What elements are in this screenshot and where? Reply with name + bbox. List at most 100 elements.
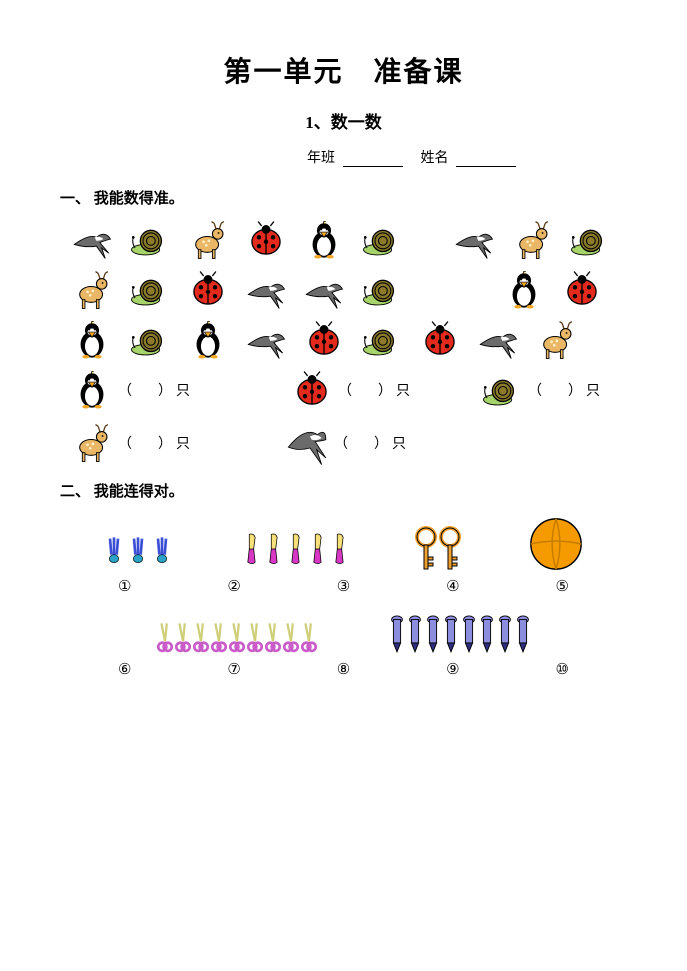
circled-number: ① (118, 577, 131, 596)
circled-number: ③ (337, 577, 350, 596)
paren: ） (158, 433, 172, 453)
pen-icon (406, 610, 424, 656)
ladybug-icon (302, 318, 346, 362)
snail-icon (128, 318, 172, 362)
scissors-icon (282, 616, 300, 656)
penguin-icon (70, 368, 114, 412)
snail-icon (360, 268, 404, 312)
ladybug-icon (244, 218, 288, 262)
ladybug-icon (290, 368, 334, 412)
swallow-icon (302, 268, 346, 312)
swallow-icon (452, 218, 496, 262)
match-row-1 (60, 515, 627, 573)
shuttlecock-group (102, 527, 174, 573)
ball-group (527, 515, 585, 573)
circled-number: ⑦ (227, 660, 240, 679)
penguin-icon (302, 218, 346, 262)
scissors-icon (246, 616, 264, 656)
circled-number: ④ (446, 577, 459, 596)
key-icon (414, 523, 438, 573)
class-blank[interactable] (343, 166, 403, 167)
match-row-2 (60, 610, 627, 656)
pen-icon (424, 610, 442, 656)
penguin-icon (186, 318, 230, 362)
swallow-icon (244, 318, 288, 362)
name-blank[interactable] (456, 166, 516, 167)
scissors-icon (156, 616, 174, 656)
pen-icon (496, 610, 514, 656)
deer-icon (534, 318, 578, 362)
snail-icon (360, 318, 404, 362)
paren: （ (118, 433, 132, 453)
brush-icon (283, 525, 305, 573)
swallow-icon (70, 218, 114, 262)
paren: ） (568, 380, 582, 400)
unit: 只 (586, 380, 600, 400)
deer-icon (70, 268, 114, 312)
brush-icon (239, 525, 261, 573)
match-numbers-2: ⑥ ⑦ ⑧ ⑨ ⑩ (60, 660, 627, 679)
brush-icon (305, 525, 327, 573)
brush-group (239, 525, 349, 573)
page-subtitle: 1、数一数 (60, 108, 627, 133)
pen-icon (478, 610, 496, 656)
shuttlecock-icon (102, 527, 126, 573)
swallow-icon (244, 268, 288, 312)
match-numbers-1: ① ② ③ ④ ⑤ (60, 577, 627, 596)
circled-number: ⑥ (118, 660, 131, 679)
paren: ） (374, 433, 388, 453)
swallow-icon (280, 418, 330, 468)
paren: （ (118, 380, 132, 400)
pen-icon (460, 610, 478, 656)
circled-number: ⑧ (337, 660, 350, 679)
unit: 只 (176, 433, 190, 453)
name-label: 姓名 (421, 151, 449, 166)
circled-number: ⑩ (556, 660, 569, 679)
circled-number: ② (227, 577, 240, 596)
paren: （ (528, 380, 542, 400)
paren: ） (378, 380, 392, 400)
brush-icon (261, 525, 283, 573)
snail-icon (128, 268, 172, 312)
unit: 只 (392, 433, 406, 453)
scissors-icon (192, 616, 210, 656)
deer-icon (510, 218, 554, 262)
worksheet-page: 第一单元 准备课 1、数一数 年班 姓名 一、 我能数得准。 (0, 0, 687, 971)
paren: ） (158, 380, 172, 400)
pen-group (388, 610, 532, 656)
scissors-icon (174, 616, 192, 656)
unit: 只 (176, 380, 190, 400)
pen-icon (388, 610, 406, 656)
animal-row-2 (70, 268, 627, 312)
scissors-icon (300, 616, 318, 656)
answer-row-2: （ ） 只 （ ） 只 (70, 418, 627, 468)
animal-row-1 (70, 218, 627, 262)
ladybug-icon (560, 268, 604, 312)
page-title: 第一单元 准备课 (60, 50, 627, 90)
snail-icon (568, 218, 612, 262)
ladybug-icon (418, 318, 462, 362)
section2-heading: 二、 我能连得对。 (60, 480, 627, 501)
paren: （ (338, 380, 352, 400)
ladybug-icon (186, 268, 230, 312)
scissors-icon (210, 616, 228, 656)
shuttlecock-icon (126, 527, 150, 573)
name-line: 年班 姓名 (60, 147, 627, 167)
key-icon (438, 523, 462, 573)
pen-icon (442, 610, 460, 656)
snail-icon (128, 218, 172, 262)
unit: 只 (396, 380, 410, 400)
answer-row-1: （ ） 只 （ ） 只 （ ） 只 (70, 368, 627, 412)
scissors-group (156, 616, 318, 656)
deer-icon (70, 421, 114, 465)
paren: （ (334, 433, 348, 453)
scissors-icon (264, 616, 282, 656)
swallow-icon (476, 318, 520, 362)
snail-icon (360, 218, 404, 262)
animal-row-3 (70, 318, 627, 362)
key-group (414, 523, 462, 573)
shuttlecock-icon (150, 527, 174, 573)
class-label: 年班 (307, 151, 335, 166)
circled-number: ⑤ (556, 577, 569, 596)
section1-heading: 一、 我能数得准。 (60, 187, 627, 208)
